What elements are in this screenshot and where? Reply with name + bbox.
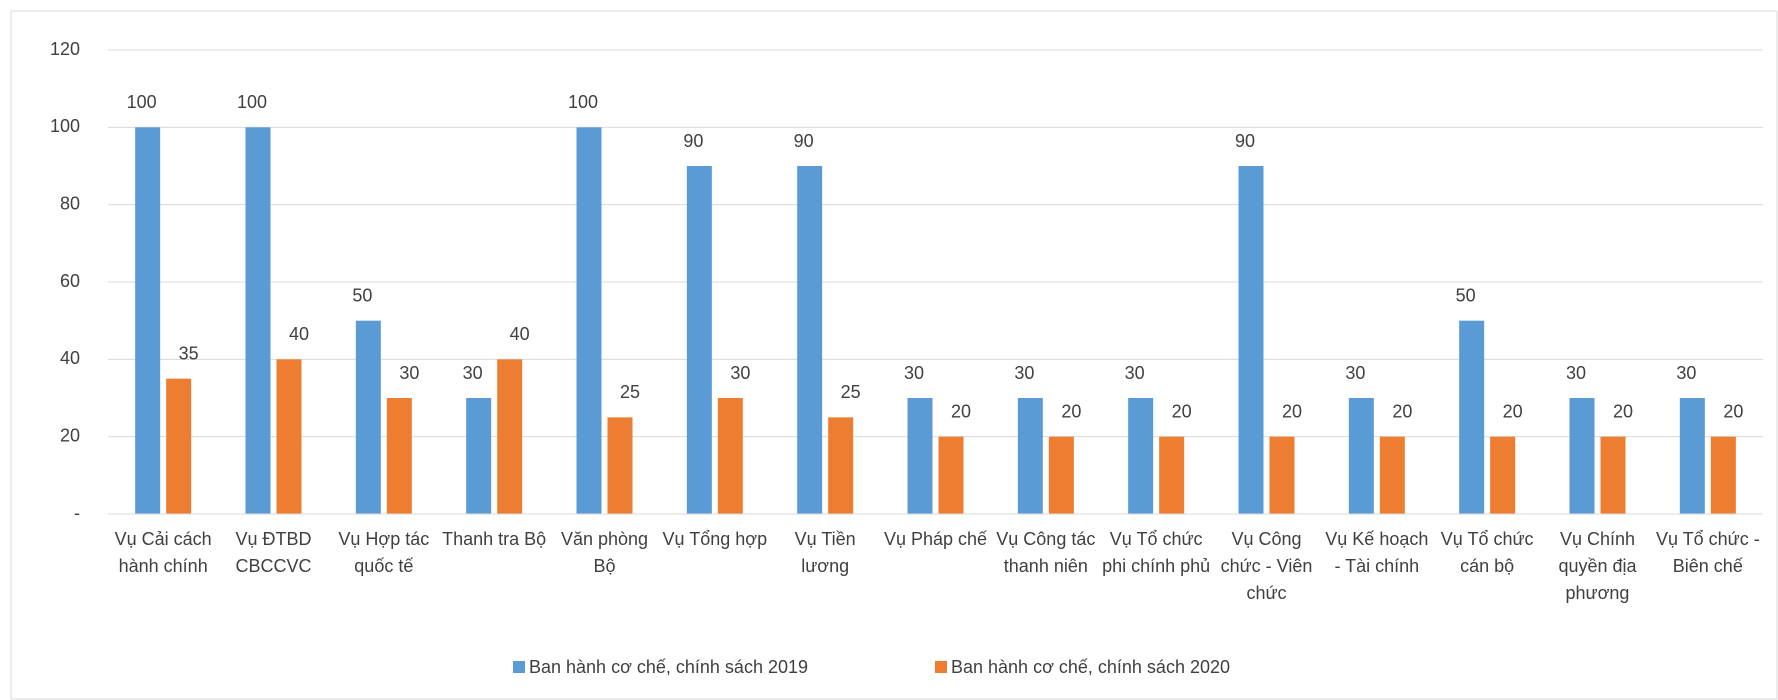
x-tick-label: Thanh tra Bộ (442, 529, 547, 549)
y-tick-label: 20 (60, 425, 80, 445)
data-label: 20 (1392, 401, 1412, 421)
data-label: 20 (951, 401, 971, 421)
x-tick-label: Vụ Tổ chức cán bộ (1440, 529, 1534, 576)
data-label: 20 (1613, 401, 1633, 421)
data-label: 35 (179, 343, 199, 363)
legend-swatch (935, 661, 947, 673)
x-tick-label: Vụ Tổng hợp (662, 529, 768, 549)
x-tick-label: Vụ Chính quyền địa phương (1558, 529, 1637, 603)
bar (497, 359, 523, 514)
x-tick-label: Vụ Công chức - Viên chức (1220, 529, 1313, 603)
y-tick-label: 100 (50, 116, 80, 136)
bar (1679, 398, 1705, 514)
bar (1048, 436, 1074, 514)
legend-swatch (513, 661, 525, 673)
x-tick-label: Vụ Cải cách hành chính (114, 529, 212, 576)
data-label: 90 (1235, 131, 1255, 151)
data-label: 30 (1125, 363, 1145, 383)
x-tick-label: Vụ Tiền lương (794, 529, 856, 576)
bar (686, 166, 712, 514)
data-label: 40 (510, 324, 530, 344)
y-tick-label: 60 (60, 271, 80, 291)
data-label: 20 (1282, 401, 1302, 421)
chart-frame (10, 10, 1778, 700)
x-tick-label: Vụ Pháp chế (883, 529, 988, 549)
data-label: 30 (399, 363, 419, 383)
bar (1379, 436, 1405, 514)
bar (245, 127, 271, 514)
data-label: 30 (1345, 363, 1365, 383)
bar (1269, 436, 1295, 514)
data-label: 30 (904, 363, 924, 383)
x-tick-label: Vụ ĐTBD CBCCVC (235, 529, 312, 576)
x-tick-label: Vụ Kế hoạch - Tài chính (1325, 529, 1429, 576)
data-label: 20 (1061, 401, 1081, 421)
data-label: 25 (620, 382, 640, 402)
data-label: 100 (127, 92, 157, 112)
data-label: 40 (289, 324, 309, 344)
bar (466, 398, 492, 514)
bar (607, 417, 633, 514)
data-label: 20 (1723, 401, 1743, 421)
x-tick-label: Văn phòng Bộ (560, 529, 649, 576)
bar (1159, 436, 1185, 514)
bar (938, 436, 964, 514)
data-label: 90 (683, 131, 703, 151)
bar (717, 398, 743, 514)
bar (1490, 436, 1516, 514)
bar (1459, 320, 1485, 514)
bar (1600, 436, 1626, 514)
bar (166, 378, 192, 514)
legend-label: Ban hành cơ chế, chính sách 2019 (529, 657, 808, 677)
bar (1238, 166, 1264, 514)
bar (1348, 398, 1374, 514)
bar (135, 127, 161, 514)
x-tick-label: Vụ Tổ chức - Biên chế (1655, 529, 1760, 576)
bar (907, 398, 933, 514)
data-label: 20 (1503, 401, 1523, 421)
bar (386, 398, 412, 514)
data-label: 90 (794, 131, 814, 151)
y-tick-label: 120 (50, 39, 80, 59)
bar (828, 417, 854, 514)
data-label: 30 (1676, 363, 1696, 383)
data-label: 30 (1566, 363, 1586, 383)
data-label: 30 (730, 363, 750, 383)
y-tick-label: 40 (60, 348, 80, 368)
bar (1710, 436, 1736, 514)
x-tick-label: Vụ Hợp tác quốc tế (338, 529, 430, 576)
x-tick-label: Vụ Công tác thanh niên (996, 529, 1096, 576)
legend-label: Ban hành cơ chế, chính sách 2020 (951, 657, 1230, 677)
data-label: 30 (1014, 363, 1034, 383)
y-tick-label: - (74, 503, 80, 523)
bar (797, 166, 823, 514)
bar (355, 320, 381, 514)
data-label: 20 (1172, 401, 1192, 421)
bar (1017, 398, 1043, 514)
data-label: 100 (568, 92, 598, 112)
y-tick-label: 80 (60, 193, 80, 213)
data-label: 100 (237, 92, 267, 112)
data-label: 25 (841, 382, 861, 402)
data-label: 50 (352, 285, 372, 305)
bar (1569, 398, 1595, 514)
bar (276, 359, 302, 514)
bar (1128, 398, 1154, 514)
data-label: 50 (1456, 285, 1476, 305)
data-label: 30 (463, 363, 483, 383)
bar (576, 127, 602, 514)
x-tick-label: Vụ Tổ chức phi chính phủ (1102, 529, 1211, 576)
